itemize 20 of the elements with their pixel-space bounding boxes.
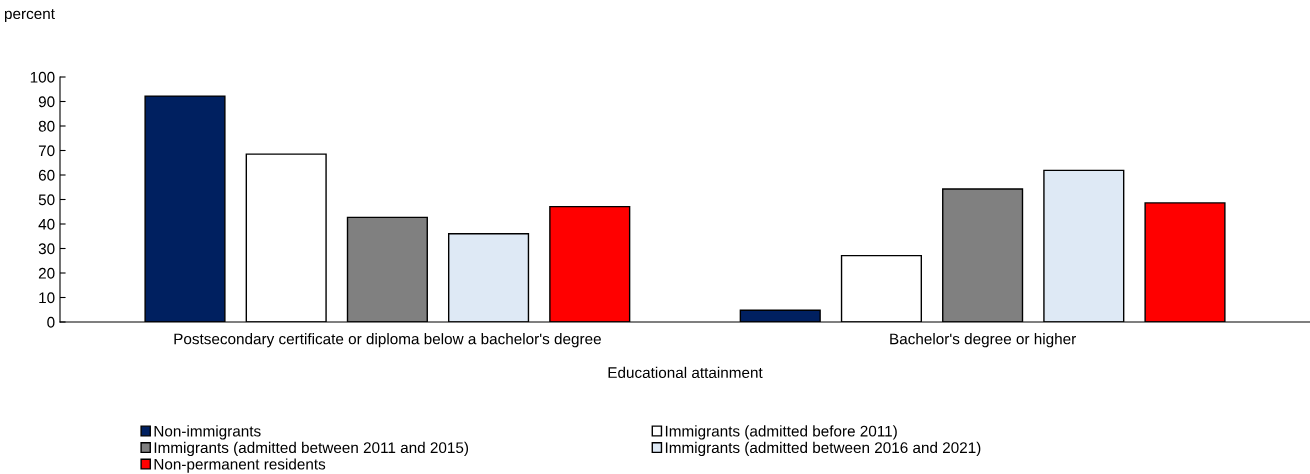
y-tick-label: 90: [38, 96, 55, 108]
x-tick-label: Bachelor's degree or higher: [890, 333, 1076, 348]
y-axis-title: percent: [4, 9, 55, 23]
y-tick-label: 50: [38, 194, 55, 206]
y-tick-label: 20: [38, 267, 55, 279]
y-tick-label: 80: [38, 120, 55, 132]
y-tick-label: 0: [47, 316, 55, 328]
x-axis-title: Educational attainment: [608, 366, 763, 379]
y-tick-label: 60: [38, 169, 55, 181]
legend-label: Immigrants (admitted before 2011): [665, 425, 897, 440]
y-tick-label: 70: [38, 145, 55, 157]
legend-label: Immigrants (admitted between 2016 and 2021): [665, 441, 981, 457]
legend-label: Non-immigrants: [154, 425, 261, 440]
y-tick-label: 100: [30, 71, 55, 83]
x-tick-label: Postsecondary certificate or diploma below a bachelor's degree: [174, 333, 601, 348]
y-tick-label: 40: [38, 218, 55, 230]
y-tick-label: 30: [38, 243, 55, 255]
legend-label: Immigrants (admitted between 2011 and 2015): [154, 441, 469, 457]
legend-label: Non-permanent residents: [154, 458, 326, 473]
y-tick-label: 10: [39, 292, 55, 304]
